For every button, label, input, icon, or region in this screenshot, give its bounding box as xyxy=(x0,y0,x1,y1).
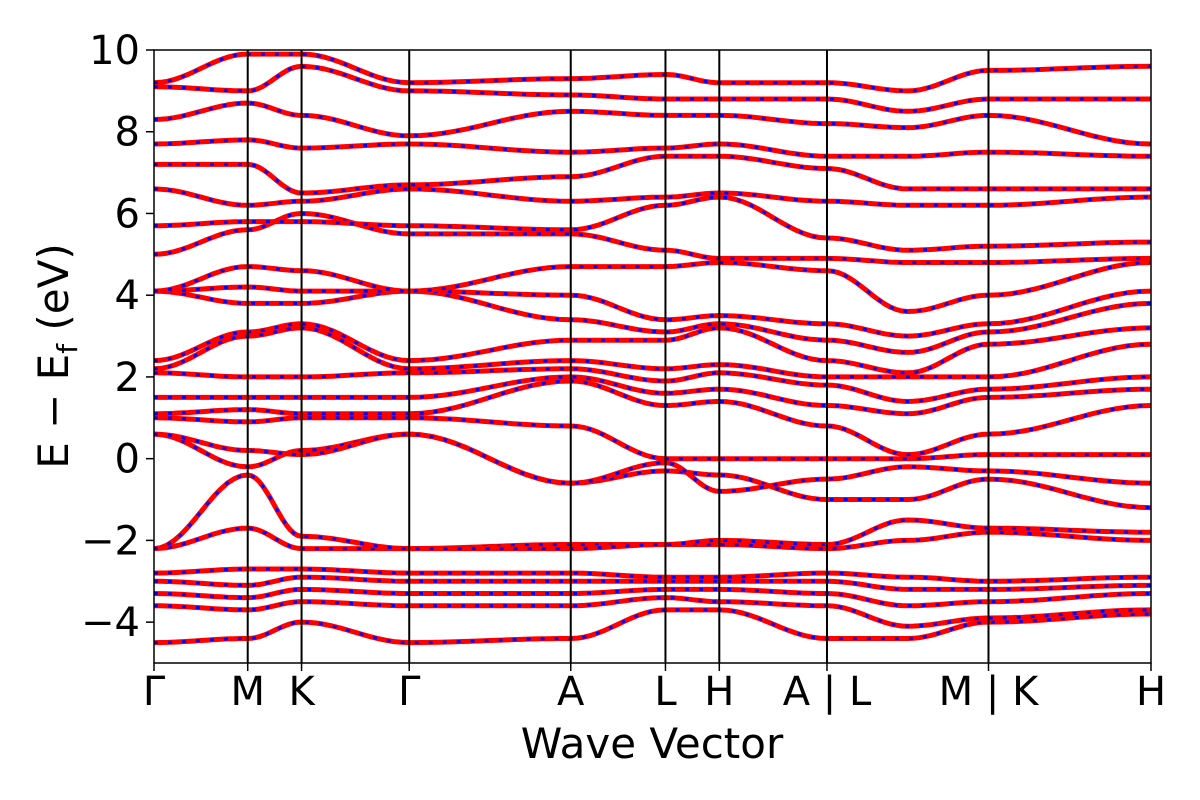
plot-frame xyxy=(153,49,1152,664)
band-line-solid xyxy=(154,137,1151,159)
y-tick-label: −4 xyxy=(81,600,140,646)
y-tick-label: 4 xyxy=(115,273,140,319)
x-tick-label: M | K xyxy=(939,669,1040,715)
band-line-dashed xyxy=(154,195,1151,252)
x-tick-label: K xyxy=(288,669,316,715)
band-line-solid xyxy=(154,607,1151,646)
band-line-solid xyxy=(154,100,1151,147)
x-tick-label: L xyxy=(654,669,677,715)
y-tick-label: 0 xyxy=(115,437,140,483)
y-tick-label: 10 xyxy=(89,28,140,74)
x-tick-label: H xyxy=(1136,669,1166,715)
y-tick-label: 8 xyxy=(115,110,140,156)
band-line-dashed xyxy=(154,473,1151,551)
band-line-dashed xyxy=(154,367,1151,403)
k-point-dividers xyxy=(246,50,990,663)
y-tick-label: 6 xyxy=(115,191,140,237)
band-line-solid xyxy=(154,431,1151,494)
band-line-dashed xyxy=(154,375,1151,416)
x-tick-label: M xyxy=(230,669,265,715)
x-tick-label: A xyxy=(557,669,585,715)
y-tick-label: 2 xyxy=(115,355,140,401)
y-axis-ticks: −4 −2 0 2 4 6 8 10 xyxy=(81,28,154,646)
x-axis-title: Wave Vector xyxy=(521,719,784,768)
band-line-dashed xyxy=(154,187,1151,207)
y-axis-title: E − Ef (eV) xyxy=(29,243,84,469)
band-line-solid xyxy=(154,325,1151,380)
band-line-dashed xyxy=(154,567,1151,583)
band-line-dashed xyxy=(154,285,1151,338)
band-line-dashed xyxy=(154,596,1151,628)
band-line-dashed xyxy=(154,101,1151,146)
y-axis-title-main: E − E xyxy=(29,354,78,469)
x-tick-label: H xyxy=(704,669,734,715)
y-tick-label: −2 xyxy=(81,518,140,564)
bands-layer xyxy=(154,51,1151,646)
band-line-dashed xyxy=(154,608,1151,645)
band-line-dashed xyxy=(154,326,1151,379)
band-line-solid xyxy=(154,153,1151,196)
band-line-solid xyxy=(154,51,1151,94)
y-axis-title-unit: (eV) xyxy=(29,243,78,344)
y-axis-title-subscript: f xyxy=(51,343,84,354)
x-tick-label: A | L xyxy=(783,669,872,715)
x-tick-label: Γ xyxy=(143,669,166,715)
x-tick-label: Γ xyxy=(398,669,421,715)
band-line-solid xyxy=(154,472,1151,552)
